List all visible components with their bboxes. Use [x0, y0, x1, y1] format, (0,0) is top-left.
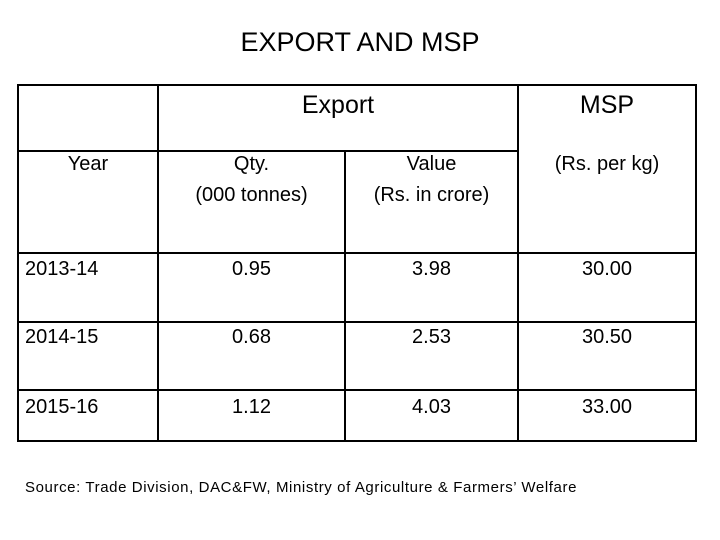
divider-year-column — [157, 86, 159, 440]
divider-year-header-top — [19, 150, 159, 152]
export-group-header: Export — [301, 91, 375, 119]
table-row-1-qty: 0.95 — [232, 258, 271, 280]
table-row-2-year: 2014-15 — [25, 326, 99, 348]
divider-group-header — [157, 150, 519, 152]
table-row-3-value: 4.03 — [412, 396, 451, 418]
msp-group-header: MSP — [579, 91, 635, 119]
divider-qty-value — [344, 152, 346, 440]
year-column-header: Year — [67, 153, 109, 175]
divider-row-2 — [19, 389, 695, 391]
value-column-header-line1: Value — [406, 153, 457, 175]
table-row-3-msp: 33.00 — [581, 396, 633, 418]
export-msp-table: Export MSP Year Qty. (000 tonnes) Value … — [17, 84, 697, 442]
qty-column-header-line2: (000 tonnes) — [195, 184, 308, 206]
table-row-3-year: 2015-16 — [25, 396, 99, 418]
table-row-2-msp: 30.50 — [581, 326, 633, 348]
divider-row-1 — [19, 321, 695, 323]
msp-column-header: (Rs. per kg) — [554, 153, 660, 175]
table-row-1-year: 2013-14 — [25, 258, 99, 280]
table-row-1-value: 3.98 — [412, 258, 451, 280]
qty-column-header-line1: Qty. — [233, 153, 270, 175]
divider-header-body — [19, 252, 695, 254]
divider-export-msp — [517, 86, 519, 440]
value-column-header-line2: (Rs. in crore) — [373, 184, 490, 206]
table-row-1-msp: 30.00 — [581, 258, 633, 280]
table-row-2-qty: 0.68 — [232, 326, 271, 348]
table-row-3-qty: 1.12 — [232, 396, 271, 418]
source-note: Source: Trade Division, DAC&FW, Ministry… — [25, 479, 578, 496]
page-title: EXPORT AND MSP — [240, 27, 480, 57]
table-row-2-value: 2.53 — [412, 326, 451, 348]
